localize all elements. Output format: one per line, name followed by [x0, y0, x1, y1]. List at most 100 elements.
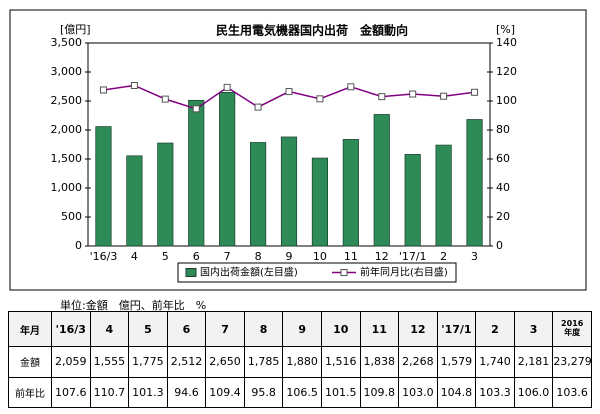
table-cell: 1,838 [359, 346, 400, 378]
legend-swatch [185, 268, 197, 277]
table-cell: 8 [243, 310, 284, 348]
line-marker [130, 81, 138, 89]
y-tick-label: 1,500 [51, 152, 83, 165]
table-row: 前年比 107.6 110.7 101.3 94.6 109.4 95.8 106.5 101.… [8, 376, 592, 409]
table-cell: 1,555 [89, 346, 130, 378]
table-cell: 104.8 [436, 376, 477, 409]
x-tick-label: 5 [162, 250, 169, 263]
x-tick-label: 2 [440, 250, 447, 263]
x-tick-label: '16/3 [90, 250, 118, 263]
bar [126, 155, 143, 247]
table-cell: 103.6 [552, 376, 592, 409]
bar [466, 119, 483, 247]
table-row: 金額 2,059 1,555 1,775 2,512 2,650 1,785 1,880 1,5… [8, 346, 592, 378]
table-cell: 3 [513, 310, 554, 348]
table-cell: 23,279 [552, 346, 592, 378]
y-tick-label: 3,500 [51, 36, 83, 49]
line-marker [99, 86, 107, 94]
y-tick-label: 2,500 [51, 94, 83, 107]
x-tick-label: 8 [255, 250, 262, 263]
table-cell: 94.6 [166, 376, 207, 409]
y2-tick-label: 40 [496, 181, 510, 194]
bar [219, 91, 236, 247]
table-cell: 107.6 [51, 376, 91, 409]
legend-swatch [340, 269, 348, 276]
y2-tick-label: 0 [496, 239, 503, 252]
table-cell: 1,516 [320, 346, 361, 378]
table-cell: '17/1 [436, 310, 477, 348]
y-tick-label: 500 [61, 210, 82, 223]
line-marker [254, 103, 262, 111]
table-cell: 2,181 [513, 346, 554, 378]
x-tick-label: 10 [313, 250, 327, 263]
table-cell: 106.5 [282, 376, 322, 409]
table-cell: 11 [359, 310, 400, 348]
chart: 民生用電気機器国内出荷 金額動向 [億円] [%] 0 500 1,000 1,500… [9, 9, 587, 291]
x-tick-label: '17/1 [399, 250, 427, 263]
x-tick-label: 12 [375, 250, 389, 263]
table-cell: 前年比 [8, 376, 52, 409]
x-tick-label: 6 [193, 250, 200, 263]
y2-tick-label: 100 [496, 94, 517, 107]
x-tick-label: 3 [471, 250, 478, 263]
table-cell: 金額 [8, 346, 52, 378]
y2-tick-label: 80 [496, 123, 510, 136]
table-cell: 109.8 [359, 376, 400, 409]
legend-label: 前年同月比(右目盛) [360, 266, 448, 279]
table-cell: 7 [205, 310, 245, 348]
bar [188, 99, 205, 247]
table-cell: 2,512 [166, 346, 207, 378]
bar [280, 136, 298, 247]
bar [404, 154, 421, 247]
table-cell: 4 [89, 310, 130, 348]
table-cell: 2,268 [398, 346, 438, 378]
table-cell: 2016 年度 [552, 310, 592, 348]
table-cell: '16/3 [51, 310, 91, 348]
unit-note: 単位:金額 億円、前年比 % [60, 299, 207, 312]
line-marker [316, 95, 324, 103]
bar [342, 139, 359, 247]
line-marker [285, 88, 293, 96]
table-cell: 10 [320, 310, 361, 348]
table-cell: 2,650 [205, 346, 245, 378]
table-cell: 5 [128, 310, 168, 348]
y-axis-label: [億円] [60, 23, 91, 36]
table-cell: 101.5 [320, 376, 361, 409]
table-cell: 1,775 [128, 346, 168, 378]
table-cell: 95.8 [243, 376, 284, 409]
table-cell: 6 [166, 310, 207, 348]
x-tick-label: 11 [344, 250, 358, 263]
bar [249, 142, 267, 247]
line-marker [192, 105, 200, 113]
table-cell: 1,579 [436, 346, 477, 378]
table-row: 年月 '16/3 4 5 6 7 8 9 10 11 12'17/1 2 3 2016 年度 [8, 310, 592, 348]
x-tick-label: 9 [286, 250, 293, 263]
line-marker [471, 88, 479, 96]
y-tick-label: 1,000 [51, 181, 83, 194]
line-marker [223, 83, 231, 91]
bar [95, 126, 112, 247]
table-cell: 1,785 [243, 346, 284, 378]
x-tick-label: 7 [224, 250, 231, 263]
table-cell: 109.4 [205, 376, 245, 409]
table-cell: 101.3 [128, 376, 168, 409]
legend [177, 262, 457, 283]
y2-tick-label: 60 [496, 152, 510, 165]
table-cell: 106.0 [513, 376, 554, 409]
table-cell: 年月 [8, 310, 52, 348]
y-tick-label: 0 [75, 239, 82, 252]
x-tick-label: 4 [131, 250, 138, 263]
data-table: 年月 '16/3 4 5 6 7 8 9 10 11 12'17/1 2 3 2016 年度 金額 2,059… [8, 310, 592, 409]
line-marker [378, 93, 386, 101]
y2-tick-label: 120 [496, 65, 517, 78]
bar [435, 144, 452, 247]
line-marker [347, 83, 355, 91]
table-cell: 103.3 [475, 376, 515, 409]
bar [157, 142, 174, 247]
table-cell: 1,740 [475, 346, 515, 378]
y-tick-label: 2,000 [51, 123, 83, 136]
line-marker [409, 90, 417, 98]
table-cell: 1,880 [282, 346, 322, 378]
table-cell: 2 [475, 310, 515, 348]
table-cell: 9 [282, 310, 322, 348]
